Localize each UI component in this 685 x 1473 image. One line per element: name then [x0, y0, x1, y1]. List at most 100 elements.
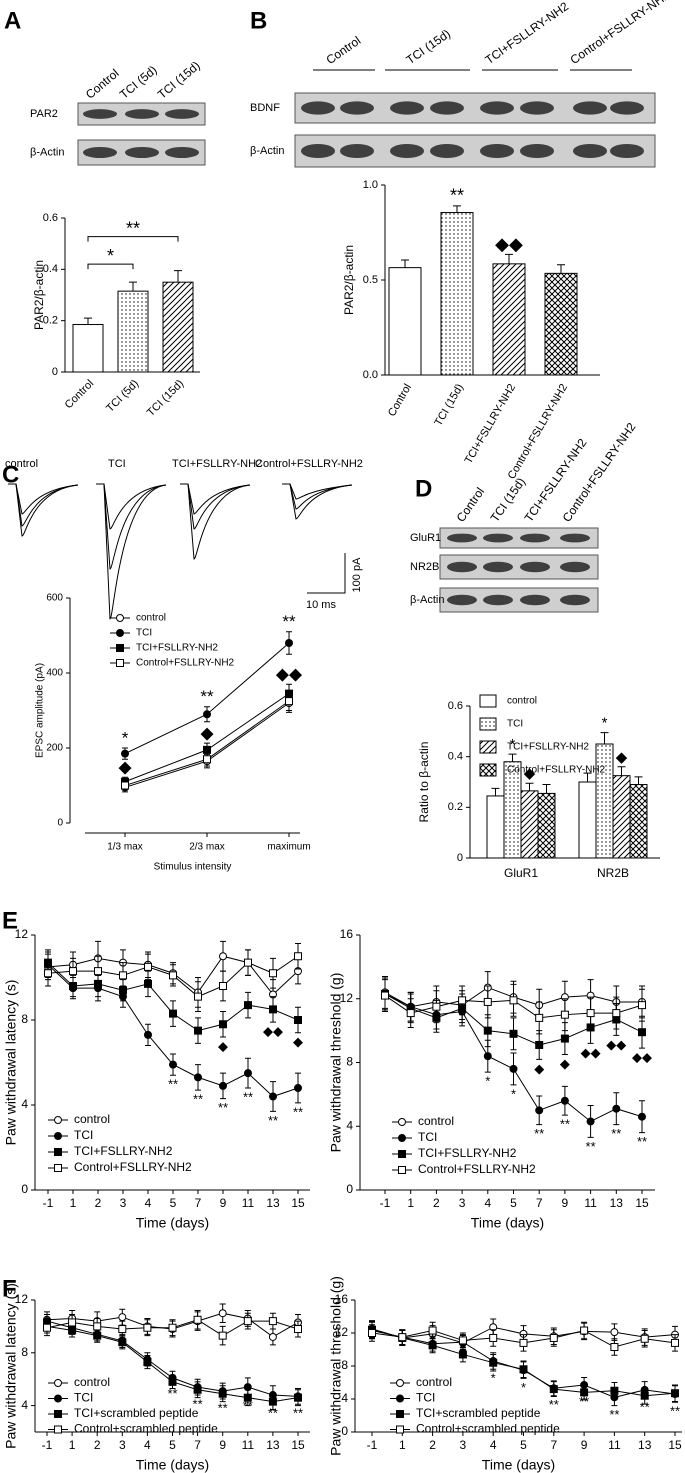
blot-band — [340, 101, 374, 115]
blot-band — [390, 101, 424, 115]
significance-label: ◆◆ — [581, 1045, 601, 1060]
significance-label: ** — [534, 1126, 544, 1141]
y-tick-label: 0 — [341, 1424, 348, 1438]
blot-band — [560, 561, 590, 573]
blot-band — [480, 101, 514, 115]
point — [586, 1009, 595, 1018]
y-axis-label: Ratio to β-actin — [417, 742, 431, 823]
point — [560, 1096, 569, 1105]
blot-band — [480, 143, 514, 159]
point — [219, 1020, 227, 1029]
x-axis-label: Time (days) — [482, 1457, 555, 1473]
y-tick-label: 12 — [335, 1325, 349, 1339]
significance-label: ◆ — [200, 724, 214, 743]
legend-label: control — [74, 1375, 110, 1389]
row-label: PAR2 — [30, 108, 58, 120]
point — [244, 1069, 252, 1078]
point — [119, 971, 127, 980]
blot-band — [390, 143, 424, 159]
point — [121, 781, 129, 790]
lane-label: TCI (15d) — [155, 58, 203, 101]
x-tick-label: 1 — [70, 1196, 77, 1210]
point — [610, 1328, 619, 1337]
bar — [72, 324, 104, 373]
legend-marker — [398, 1150, 406, 1158]
error-bar — [84, 317, 92, 325]
legend-label: TCI+scrambled peptide — [416, 1406, 541, 1420]
point — [243, 1393, 252, 1402]
lane-label: Control — [454, 485, 488, 525]
blot-band — [447, 594, 477, 606]
significance-label: * — [510, 736, 516, 753]
point — [203, 755, 211, 764]
blot-band — [165, 147, 199, 158]
x-tick-label: Control — [386, 382, 414, 419]
blot-band — [83, 109, 117, 119]
point — [121, 749, 129, 758]
row-label: BDNF — [250, 102, 280, 114]
point — [489, 1358, 498, 1367]
point — [169, 1009, 177, 1018]
point — [118, 1325, 127, 1334]
blot-band — [125, 109, 159, 119]
panel-letter: B — [250, 7, 267, 34]
lane-label: TCI (5d) — [117, 63, 160, 102]
y-tick-label: 0.2 — [448, 801, 463, 813]
significance-label: ◆◆ — [495, 234, 523, 254]
significance-label: ** — [193, 1396, 203, 1411]
legend-label: TCI — [416, 1391, 435, 1405]
x-tick-label: 11 — [242, 1438, 255, 1452]
significance-label: ◆◆ — [632, 1050, 652, 1065]
legend-marker — [54, 1148, 62, 1156]
trace-label: TCI — [108, 458, 126, 470]
x-tick-label: 3 — [459, 1196, 466, 1210]
point — [509, 996, 518, 1005]
point — [218, 1389, 227, 1398]
point — [519, 1365, 528, 1374]
point — [169, 971, 177, 980]
y-tick-label: 1.0 — [363, 179, 378, 191]
x-tick-label: 5 — [510, 1196, 517, 1210]
x-tick-label: 15 — [635, 1196, 649, 1210]
significance-label: ** — [586, 1139, 596, 1154]
bar — [520, 790, 539, 859]
point — [268, 1397, 277, 1406]
error-bar — [453, 205, 461, 213]
x-tick-label: Control — [63, 378, 97, 412]
y-tick-label: 12 — [15, 927, 29, 941]
blot-band — [483, 594, 513, 606]
x-tick-label: 9 — [220, 1196, 227, 1210]
point — [294, 952, 302, 961]
x-tick-label: 5 — [169, 1438, 176, 1452]
point — [218, 1331, 227, 1340]
point — [489, 1333, 498, 1342]
point — [458, 1336, 467, 1345]
blot-band — [560, 594, 590, 606]
point — [640, 1334, 649, 1343]
point — [194, 1026, 202, 1035]
point — [483, 997, 492, 1006]
y-tick-label: 0.2 — [43, 315, 58, 327]
legend-label: TCI — [136, 628, 152, 639]
y-tick-label: 0.5 — [363, 274, 378, 286]
point — [586, 1117, 595, 1126]
y-tick-label: 8 — [341, 1358, 348, 1372]
legend-label: control — [507, 696, 537, 707]
panel-letter: D — [415, 475, 432, 502]
x-tick-label: 15 — [291, 1196, 305, 1210]
significance-label: ** — [609, 1407, 619, 1422]
legend-swatch — [479, 694, 497, 708]
trace — [96, 483, 167, 570]
point — [638, 1112, 646, 1121]
x-tick-label: 13 — [638, 1438, 652, 1452]
point — [269, 1092, 277, 1101]
significance-label: ** — [293, 1104, 303, 1119]
significance-label: ** — [549, 1397, 559, 1412]
lane-label: Control+FSLLRY-NH2 — [568, 0, 673, 67]
point — [610, 1386, 619, 1395]
blot-band — [301, 101, 335, 115]
point — [580, 1388, 589, 1397]
bar — [578, 781, 597, 859]
point — [381, 991, 389, 1000]
blot-band — [573, 143, 607, 159]
